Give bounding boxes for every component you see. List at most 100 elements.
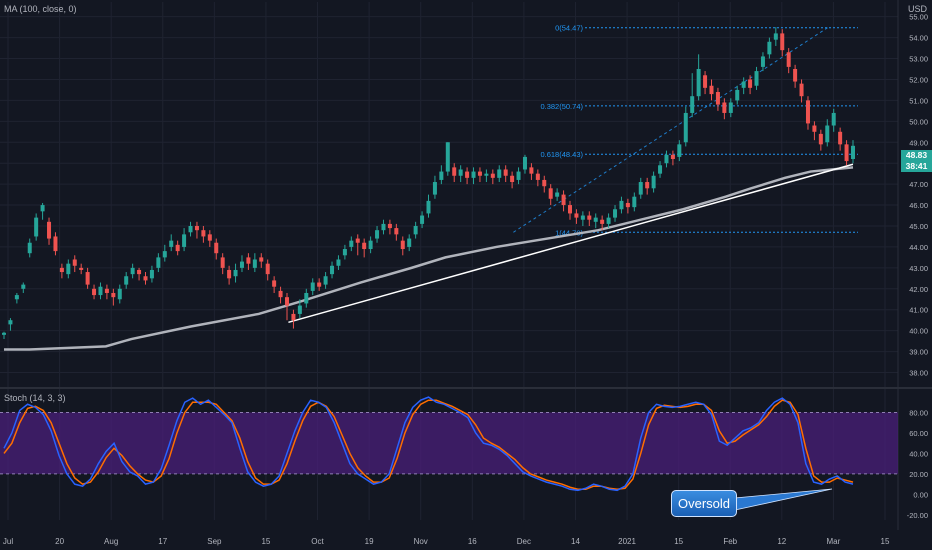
candle-body: [72, 259, 77, 266]
candle-body: [561, 194, 566, 206]
price-axis-tick: 45.00: [909, 222, 928, 231]
candle-body: [703, 75, 708, 88]
fib-level-label: 0.618(48.43): [540, 150, 583, 159]
candle-body: [780, 33, 785, 51]
candle-body: [304, 292, 309, 304]
price-axis-tick: 41.00: [909, 306, 928, 315]
candle-body: [156, 257, 161, 268]
candle-body: [838, 131, 843, 145]
stoch-axis-tick: 20.00: [909, 470, 928, 479]
candle-body: [137, 269, 142, 275]
candle-body: [606, 217, 611, 224]
candle-body: [645, 182, 650, 189]
candle-body: [413, 225, 418, 235]
candle-body: [233, 269, 238, 277]
time-axis-tick: 15: [261, 537, 270, 546]
candle-body: [799, 83, 804, 97]
candle-body: [715, 92, 720, 105]
last-price-value: 48.83: [905, 150, 928, 160]
stoch-axis-tick: 80.00: [909, 408, 928, 417]
time-axis-tick: Feb: [723, 537, 737, 546]
candle-body: [773, 33, 778, 40]
candle-body: [175, 244, 180, 252]
candle-body: [709, 85, 714, 95]
candle-body: [53, 236, 58, 252]
candle-body: [297, 305, 302, 314]
candle-body: [535, 173, 540, 180]
candle-body: [214, 242, 219, 254]
candle-body: [664, 154, 669, 164]
candle-body: [265, 263, 270, 275]
candle-body: [658, 165, 663, 174]
candle-body: [79, 267, 84, 270]
time-axis-tick: Aug: [104, 537, 118, 546]
candle-body: [111, 292, 116, 298]
stoch-band: [0, 412, 898, 474]
candle-body: [149, 269, 154, 279]
candle-body: [851, 145, 855, 160]
candle-body: [670, 154, 675, 160]
candle-body: [407, 238, 412, 247]
ma-indicator-label[interactable]: MA (100, close, 0): [4, 4, 77, 14]
candle-body: [420, 215, 425, 224]
candle-body: [272, 280, 277, 287]
time-axis-tick: 12: [777, 537, 786, 546]
fib-level-label: 0.382(50.74): [540, 102, 583, 111]
candle-body: [805, 100, 810, 124]
candle-body: [465, 171, 470, 178]
candle-body: [831, 112, 836, 126]
candle-body: [503, 169, 508, 176]
candle-body: [21, 284, 26, 289]
candle-body: [368, 240, 373, 250]
candle-body: [529, 167, 534, 174]
candle-body: [516, 171, 521, 180]
candle-body: [767, 41, 772, 55]
candle-body: [683, 112, 688, 143]
price-axis-tick: 38.00: [909, 369, 928, 378]
candle-body: [169, 240, 174, 247]
candle-body: [825, 125, 830, 143]
candle-body: [580, 215, 585, 220]
time-axis-tick: Sep: [207, 537, 222, 546]
candle-body: [336, 259, 341, 266]
candle-body: [130, 267, 135, 275]
stoch-indicator-label[interactable]: Stoch (14, 3, 3): [4, 393, 66, 403]
candle-body: [201, 230, 206, 237]
stoch-d-line: [3, 399, 854, 491]
candle-body: [342, 249, 347, 256]
candle-body: [432, 182, 437, 195]
price-axis-tick: 50.00: [909, 117, 928, 126]
candle-body: [246, 257, 251, 264]
candle-body: [349, 240, 354, 247]
candle-body: [510, 175, 515, 183]
candle-body: [310, 282, 315, 291]
candle-body: [844, 144, 849, 162]
fib-diagonal: [513, 27, 828, 233]
candle-body: [484, 173, 489, 176]
candle-body: [677, 144, 682, 157]
oversold-annotation[interactable]: Oversold: [671, 490, 737, 517]
candle-body: [651, 175, 656, 189]
candle-body: [66, 263, 71, 275]
time-axis-tick: Mar: [827, 537, 841, 546]
candle-body: [34, 217, 39, 237]
price-axis-tick: 53.00: [909, 55, 928, 64]
candle-body: [47, 221, 52, 239]
candle-body: [568, 205, 572, 214]
candle-body: [490, 173, 495, 178]
candle-body: [696, 68, 701, 97]
ma100-line: [4, 166, 854, 351]
candle-body: [748, 79, 753, 88]
candle-body: [259, 257, 264, 262]
candle-body: [760, 56, 765, 67]
time-axis-tick: 20: [55, 537, 64, 546]
candle-body: [162, 251, 167, 258]
candle-body: [812, 125, 817, 132]
candle-body: [124, 276, 129, 285]
candle-body: [555, 192, 560, 197]
candle-body: [92, 288, 97, 296]
candle-body: [387, 223, 392, 229]
candle-body: [182, 234, 187, 247]
candle-body: [522, 156, 527, 170]
